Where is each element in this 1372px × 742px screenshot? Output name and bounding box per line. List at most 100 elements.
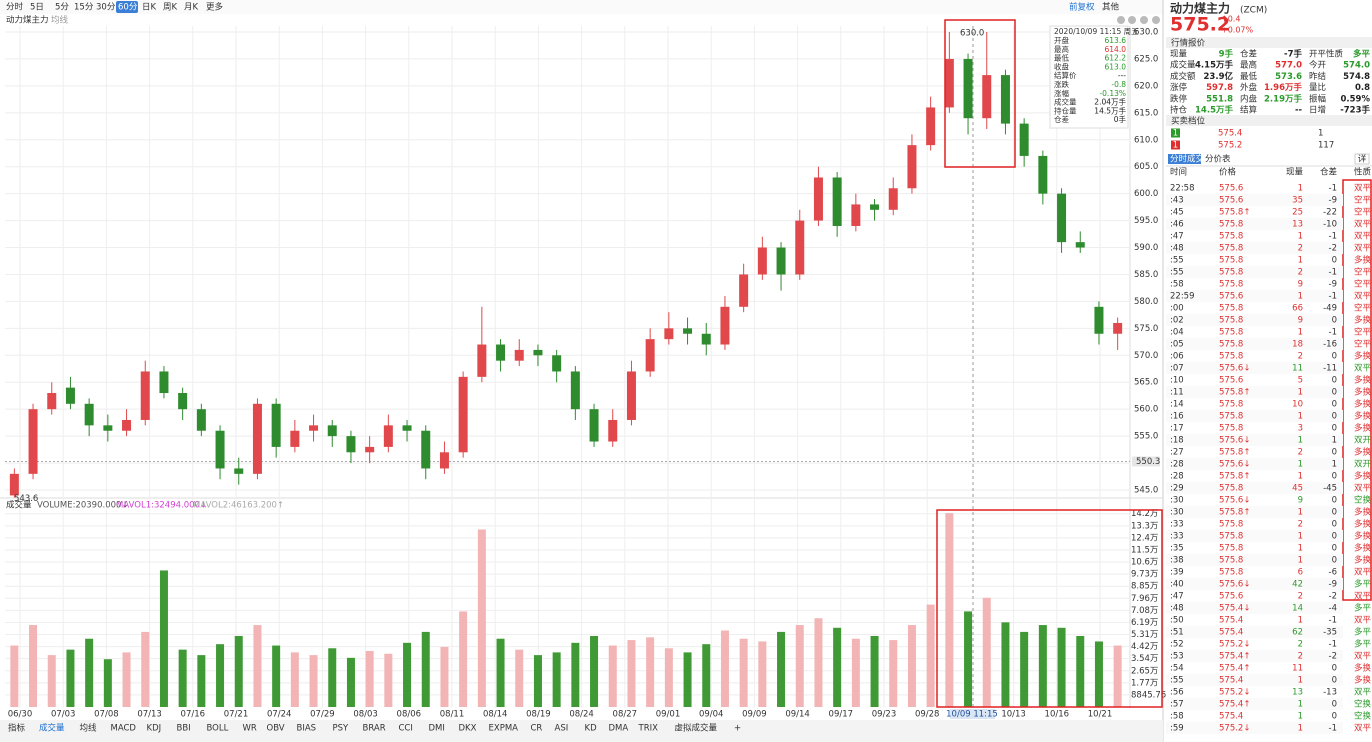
trade-cell: :57 — [1170, 700, 1184, 710]
indicator-label[interactable]: 均线 — [51, 15, 69, 26]
trade-cell: 11 — [1292, 664, 1303, 674]
indicator-tab[interactable]: CR — [531, 724, 543, 734]
icon[interactable] — [1152, 16, 1160, 24]
indicator-tab[interactable]: DMI — [429, 724, 445, 734]
stat-value: 574.8 — [1343, 72, 1370, 82]
trades-tab[interactable]: 分时成交 — [1170, 154, 1205, 165]
icon[interactable] — [1128, 16, 1136, 24]
volume-bar — [590, 635, 599, 707]
trade-cell: 多换 — [1354, 423, 1372, 434]
trade-cell: 空平 — [1354, 303, 1372, 314]
other-button[interactable]: 其他 — [1102, 2, 1120, 13]
volume-bar — [515, 649, 524, 707]
trades-header: 性质 — [1354, 167, 1372, 178]
trade-cell: :58 — [1170, 712, 1184, 722]
book-title: 买卖档位 — [1171, 116, 1206, 127]
stat-label: 开平性质 — [1309, 49, 1344, 60]
trade-cell: 575.4 — [1219, 628, 1243, 638]
indicator-tab[interactable]: KDJ — [147, 724, 162, 734]
candle-body — [1019, 123, 1029, 156]
indicator-tab[interactable]: BIAS — [297, 724, 317, 734]
stat-label: 最低 — [1240, 71, 1258, 82]
trade-cell: 1 — [1298, 712, 1303, 722]
trade-cell: 多换 — [1354, 507, 1372, 518]
volume-bar — [1020, 631, 1029, 707]
icon[interactable] — [1140, 16, 1148, 24]
indicator-tab[interactable]: EXPMA — [489, 724, 519, 734]
indicator-tab[interactable]: PSY — [333, 724, 350, 734]
volume-bar — [421, 631, 430, 707]
trade-cell: 0 — [1332, 532, 1337, 542]
volume-bar — [851, 638, 860, 707]
stat-value: 23.9亿 — [1204, 71, 1234, 82]
period-button[interactable]: 15分 — [74, 3, 94, 13]
stat-value: 573.6 — [1275, 72, 1302, 82]
trade-cell: -1 — [1329, 268, 1337, 278]
x-tick-label: 08/27 — [613, 710, 638, 720]
indicator-tab[interactable]: TRIX — [638, 724, 659, 734]
period-button[interactable]: 5日 — [30, 3, 44, 13]
indicator-tab[interactable]: 成交量 — [39, 723, 65, 734]
stat-value: -723手 — [1340, 105, 1370, 116]
period-button[interactable]: 5分 — [55, 3, 69, 13]
trade-cell: 575.8 — [1219, 244, 1243, 254]
trades-tab[interactable]: 分价表 — [1205, 154, 1231, 165]
indicator-tab[interactable]: 虚拟成交量 — [675, 723, 718, 734]
trade-cell: 多换 — [1354, 471, 1372, 482]
period-button[interactable]: 更多 — [206, 2, 224, 13]
trade-cell: 575.8↑ — [1219, 472, 1250, 482]
info-label: 持仓量 — [1054, 105, 1077, 115]
section-title: 行情报价 — [1171, 38, 1206, 49]
indicator-tab[interactable]: + — [734, 724, 741, 734]
detail-button-frame[interactable] — [1354, 153, 1370, 165]
trade-cell: 双平 — [1354, 688, 1372, 698]
trade-cell: :00 — [1170, 304, 1184, 314]
trade-cell: :40 — [1170, 580, 1184, 590]
period-button[interactable]: 30分 — [96, 3, 116, 13]
volume-bar — [720, 630, 729, 707]
indicator-tab[interactable]: DKX — [459, 724, 477, 734]
indicator-tab[interactable]: 指标 — [8, 723, 26, 734]
y-tick-label: 5.31万 — [1131, 630, 1158, 640]
indicator-tab[interactable]: BRAR — [363, 724, 386, 734]
indicator-tab[interactable]: BBI — [177, 724, 191, 734]
y-tick-label: 545.0 — [1134, 486, 1158, 496]
period-button[interactable]: 月K — [184, 3, 199, 13]
volume-bar — [1001, 622, 1010, 707]
row-stripe — [1166, 482, 1343, 494]
indicator-tab[interactable]: DMA — [609, 724, 629, 734]
trade-cell: 575.4 — [1219, 616, 1243, 626]
indicator-tab[interactable]: BOLL — [207, 724, 229, 734]
trade-cell: -2 — [1329, 652, 1337, 662]
last-price-tag — [1132, 456, 1160, 467]
trade-cell: 双平 — [1354, 244, 1372, 254]
volume-bar — [608, 645, 617, 707]
period-button[interactable]: 周K — [163, 3, 178, 13]
indicator-tab[interactable]: WR — [243, 724, 257, 734]
volume-bar — [926, 604, 935, 707]
indicator-tab[interactable]: 均线 — [80, 723, 98, 734]
indicator-tab[interactable]: CCI — [399, 724, 413, 734]
trade-cell: 双平 — [1354, 568, 1372, 578]
volume-bar — [290, 652, 299, 707]
detail-button[interactable]: 详 — [1358, 154, 1367, 165]
stat-value: -- — [1295, 106, 1303, 116]
indicator-tab[interactable]: OBV — [267, 724, 285, 734]
icon[interactable] — [1117, 16, 1125, 24]
indicator-tab[interactable]: KD — [585, 724, 598, 734]
trade-cell: 多换 — [1354, 255, 1372, 266]
trade-cell: :39 — [1170, 568, 1184, 578]
trade-cell: :54 — [1170, 664, 1184, 674]
period-button[interactable]: 日K — [142, 3, 157, 13]
indicator-tab[interactable]: ASI — [555, 724, 569, 734]
period-button[interactable]: 60分 — [118, 3, 138, 13]
period-button[interactable]: 分时 — [6, 2, 24, 13]
adjust-button[interactable]: 前复权 — [1069, 2, 1095, 13]
info-label: 开盘 — [1054, 35, 1070, 45]
volume-panel: 14.2万 13.3万 12.4万 11.5万 10.6万 9.73万 8.85万 7.96万… — [5, 509, 1166, 707]
candle-body — [514, 349, 524, 361]
trade-cell: 空平 — [1354, 195, 1372, 206]
indicator-tab[interactable]: MACD — [111, 724, 137, 734]
trade-cell: :14 — [1170, 400, 1184, 410]
stat-label: 昨结 — [1309, 71, 1326, 82]
